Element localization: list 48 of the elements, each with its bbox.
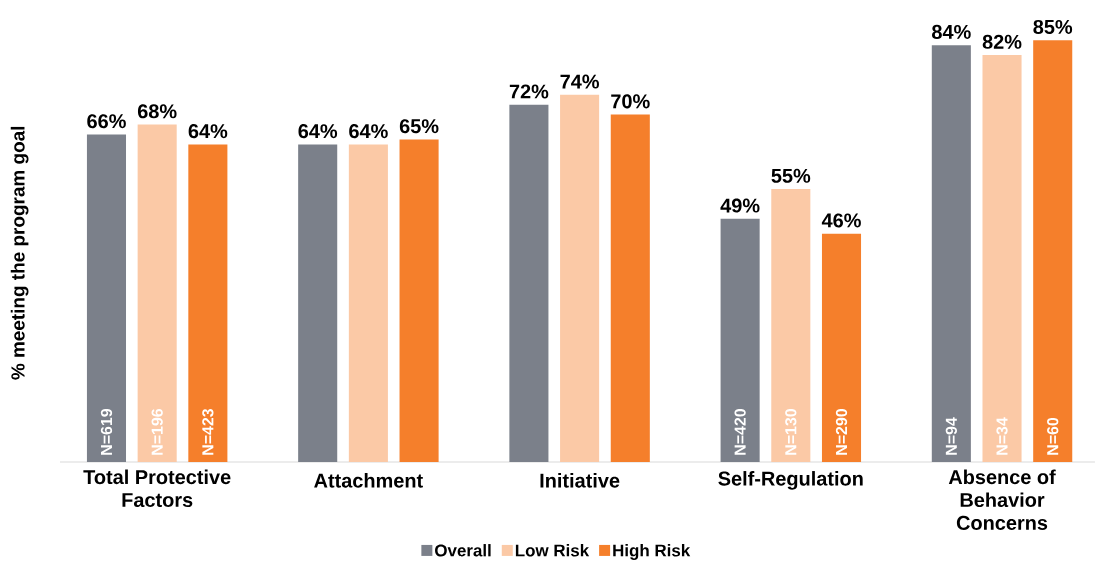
annotation: N=619: [100, 408, 113, 455]
data-label: 64%: [298, 124, 338, 139]
annotation: N=420: [734, 409, 746, 455]
data-label: 85%: [1033, 19, 1073, 34]
bar: [610, 114, 650, 462]
data-label: 68%: [137, 104, 177, 119]
x-tick-label: Absence of Behavior Concerns: [948, 469, 1056, 530]
annotation: N=196: [151, 408, 163, 455]
bar: [137, 124, 177, 462]
data-label: 74%: [560, 74, 599, 89]
bar: [720, 218, 760, 462]
data-label: 82%: [982, 34, 1022, 49]
data-label: 46%: [821, 213, 861, 228]
annotation: N=290: [835, 409, 848, 455]
annotation: N=423: [202, 408, 214, 455]
y-axis-title: % meeting the program goal: [10, 126, 29, 380]
bar: [982, 55, 1022, 462]
bar: [348, 144, 388, 462]
data-label: 65%: [399, 119, 439, 134]
bar: [86, 134, 127, 462]
data-label: 72%: [509, 84, 549, 99]
bar: [188, 144, 228, 462]
bar: [821, 233, 862, 462]
annotation: N=60: [1047, 417, 1059, 455]
bar: [509, 104, 549, 462]
legend-label: Overall: [435, 544, 491, 557]
x-tick-label: Total Protective Factors: [83, 469, 231, 508]
data-label: 64%: [188, 124, 228, 139]
x-tick-label: Initiative: [540, 473, 620, 488]
legend-label: Low Risk: [515, 544, 590, 557]
legend-label: High Risk: [613, 544, 691, 560]
data-label: 55%: [771, 168, 811, 183]
bar: [399, 139, 439, 462]
data-label: 84%: [932, 24, 971, 39]
bar: [931, 45, 971, 462]
data-label: 70%: [611, 94, 650, 109]
data-label: 49%: [720, 198, 760, 213]
bar: [1033, 40, 1073, 462]
x-tick-label: Attachment: [314, 473, 423, 488]
x-tick-label: Self-Regulation: [718, 471, 863, 490]
data-label: 66%: [87, 114, 126, 129]
bar: [771, 189, 811, 462]
annotation: N=34: [996, 417, 1008, 455]
bar: [298, 144, 338, 462]
data-label: 64%: [349, 124, 388, 139]
annotation: N=130: [785, 409, 797, 455]
bar: [560, 94, 600, 462]
annotation: N=94: [945, 417, 957, 455]
